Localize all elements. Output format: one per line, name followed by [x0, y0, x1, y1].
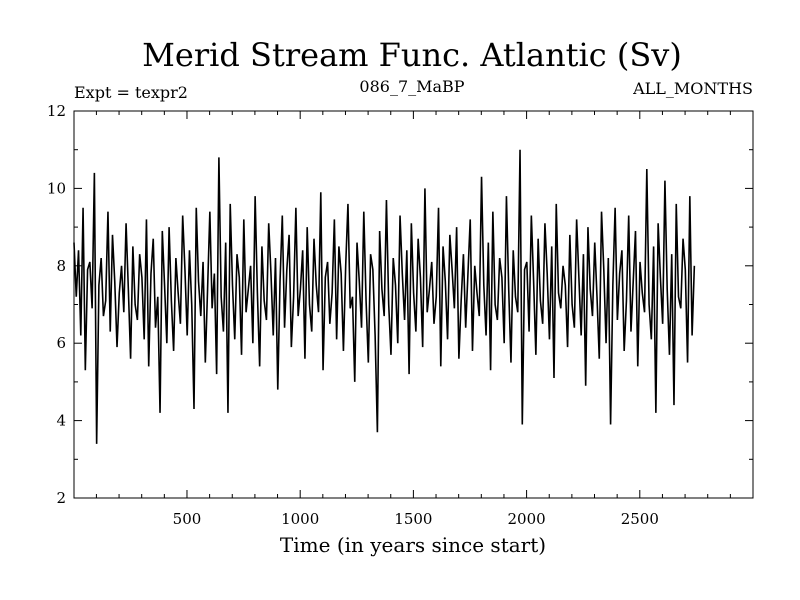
- series-line: [73, 149, 696, 444]
- y-tick-label: 10: [47, 179, 66, 197]
- x-tick-label: 1000: [281, 510, 319, 528]
- x-tick-label: 2500: [621, 510, 659, 528]
- months-label: ALL_MONTHS: [632, 79, 753, 98]
- y-tick-label: 12: [47, 102, 66, 120]
- chart-title: Merid Stream Func. Atlantic (Sv): [142, 36, 682, 74]
- experiment-label: Expt = texpr2: [74, 83, 188, 102]
- y-tick-label: 4: [56, 412, 66, 430]
- x-axis: 500 1000 1500 2000 2500: [95, 111, 731, 528]
- x-tick-label: 1500: [394, 510, 432, 528]
- y-tick-label: 8: [56, 257, 66, 275]
- y-axis: 2 4 6 8 10 12: [47, 102, 753, 507]
- x-tick-label: 2000: [507, 510, 545, 528]
- period-label: 086_7_MaBP: [359, 77, 464, 96]
- y-tick-label: 6: [56, 334, 66, 352]
- x-axis-label: Time (in years since start): [280, 533, 546, 557]
- series-layer: [73, 149, 696, 444]
- x-tick-label: 500: [173, 510, 202, 528]
- y-tick-label: 2: [56, 489, 66, 507]
